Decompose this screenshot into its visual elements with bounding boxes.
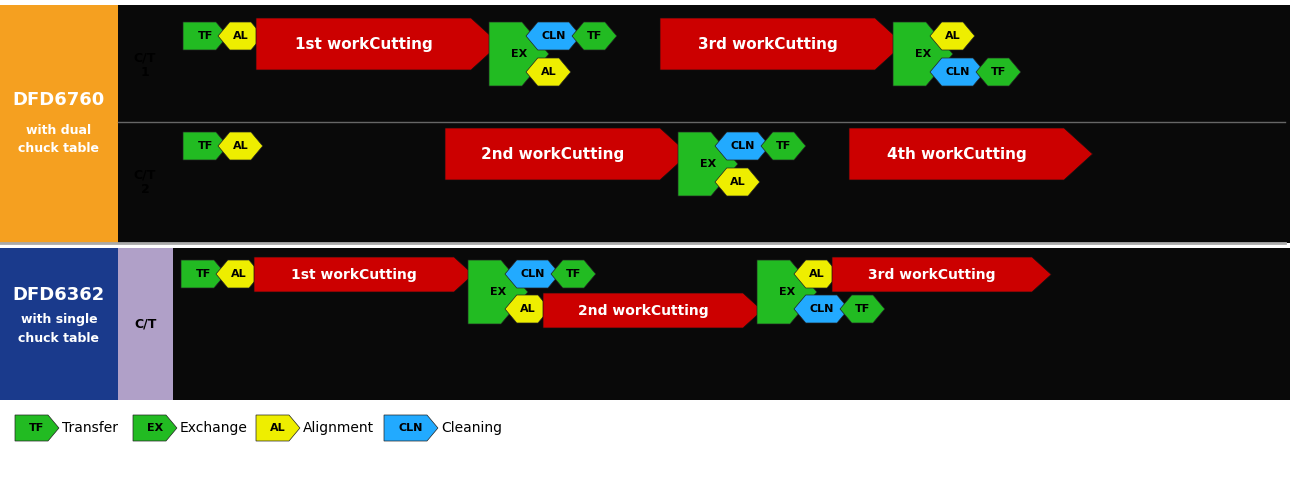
Text: 3rd workCutting: 3rd workCutting: [868, 268, 996, 282]
Polygon shape: [660, 18, 903, 70]
Polygon shape: [543, 293, 762, 328]
Text: EX: EX: [699, 159, 716, 169]
Polygon shape: [384, 415, 437, 441]
Text: chuck table: chuck table: [18, 332, 99, 345]
Polygon shape: [133, 415, 177, 441]
Text: 2nd workCutting: 2nd workCutting: [578, 304, 708, 317]
Text: 4th workCutting: 4th workCutting: [886, 146, 1027, 162]
Polygon shape: [218, 22, 263, 50]
Text: AL: AL: [520, 304, 535, 314]
Text: CLN: CLN: [730, 141, 755, 151]
Text: TF: TF: [196, 269, 212, 279]
Bar: [173, 248, 1290, 400]
Text: EX: EX: [779, 287, 795, 297]
Text: with single: with single: [21, 314, 97, 326]
Text: AL: AL: [232, 141, 248, 151]
Text: EX: EX: [915, 49, 931, 59]
Text: chuck table: chuck table: [18, 141, 99, 154]
Polygon shape: [849, 128, 1093, 180]
Text: AL: AL: [232, 31, 248, 41]
Text: C/T
1: C/T 1: [134, 51, 156, 79]
Polygon shape: [15, 415, 59, 441]
Text: 2nd workCutting: 2nd workCutting: [481, 146, 624, 162]
Polygon shape: [795, 295, 849, 323]
Polygon shape: [679, 132, 738, 196]
Text: TF: TF: [991, 67, 1006, 77]
Text: Alignment: Alignment: [303, 421, 374, 435]
Polygon shape: [255, 18, 499, 70]
Text: CLN: CLN: [520, 269, 544, 279]
Polygon shape: [930, 22, 975, 50]
Polygon shape: [715, 132, 770, 160]
Bar: [117, 5, 1290, 243]
Polygon shape: [977, 58, 1020, 86]
Polygon shape: [254, 257, 473, 292]
Polygon shape: [832, 257, 1051, 292]
Polygon shape: [526, 58, 570, 86]
Text: EX: EX: [490, 287, 506, 297]
Text: AL: AL: [809, 269, 824, 279]
Text: 1st workCutting: 1st workCutting: [294, 36, 432, 52]
Polygon shape: [504, 295, 550, 323]
Text: with dual: with dual: [26, 123, 92, 137]
Text: Cleaning: Cleaning: [441, 421, 502, 435]
Text: DFD6362: DFD6362: [13, 286, 104, 304]
Text: EX: EX: [147, 423, 163, 433]
Text: Transfer: Transfer: [62, 421, 117, 435]
Text: TF: TF: [30, 423, 45, 433]
Polygon shape: [757, 260, 817, 324]
Text: AL: AL: [541, 67, 556, 77]
Text: Exchange: Exchange: [181, 421, 248, 435]
Polygon shape: [489, 22, 548, 86]
Polygon shape: [893, 22, 953, 86]
Text: AL: AL: [231, 269, 246, 279]
Polygon shape: [218, 132, 263, 160]
Polygon shape: [255, 415, 299, 441]
Text: AL: AL: [944, 31, 960, 41]
Polygon shape: [445, 128, 689, 180]
Polygon shape: [795, 260, 838, 288]
Text: AL: AL: [730, 177, 746, 187]
Text: 1st workCutting: 1st workCutting: [292, 268, 417, 282]
Polygon shape: [526, 22, 580, 50]
Text: EX: EX: [511, 49, 528, 59]
Polygon shape: [551, 260, 596, 288]
Polygon shape: [468, 260, 528, 324]
Polygon shape: [504, 260, 560, 288]
Text: CLN: CLN: [399, 423, 423, 433]
Text: CLN: CLN: [946, 67, 970, 77]
Text: TF: TF: [566, 269, 580, 279]
Polygon shape: [183, 22, 228, 50]
Polygon shape: [930, 58, 984, 86]
Text: TF: TF: [197, 141, 213, 151]
Polygon shape: [571, 22, 617, 50]
Polygon shape: [181, 260, 226, 288]
Text: 3rd workCutting: 3rd workCutting: [698, 36, 837, 52]
Text: TF: TF: [855, 304, 869, 314]
Bar: [0, 5, 117, 243]
Text: TF: TF: [587, 31, 602, 41]
Polygon shape: [215, 260, 261, 288]
Polygon shape: [715, 168, 760, 196]
Polygon shape: [840, 295, 885, 323]
Text: AL: AL: [270, 423, 286, 433]
Text: CLN: CLN: [542, 31, 565, 41]
Polygon shape: [183, 132, 228, 160]
Bar: [117, 248, 173, 400]
Text: TF: TF: [775, 141, 791, 151]
Text: DFD6760: DFD6760: [13, 91, 104, 109]
Text: TF: TF: [197, 31, 213, 41]
Bar: [0, 248, 117, 400]
Text: C/T: C/T: [134, 317, 156, 330]
Polygon shape: [761, 132, 806, 160]
Text: C/T
2: C/T 2: [134, 168, 156, 196]
Text: CLN: CLN: [809, 304, 833, 314]
